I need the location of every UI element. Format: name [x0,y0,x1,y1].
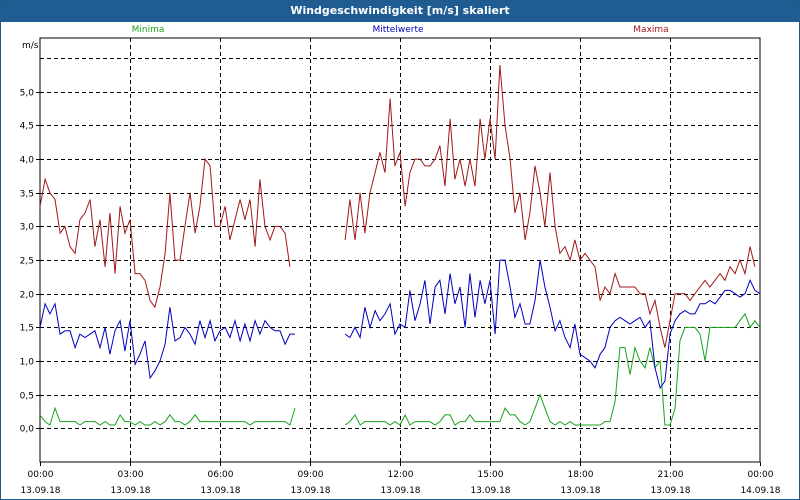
x-tick-date: 13.09.18 [290,486,330,496]
x-tick-date: 13.09.18 [380,486,420,496]
window-title: Windgeschwindigkeit [m/s] skaliert [1,1,799,22]
y-tick-label: 3,0 [20,223,35,233]
x-tick-time: 03:00 [118,470,144,480]
legend-entry-minima: Minima [132,25,165,35]
x-tick-time: 12:00 [388,470,414,480]
x-tick-date: 13.09.18 [110,486,150,496]
y-tick-label: 0,0 [20,425,35,435]
x-axis-ticks: 00:00 13.09.18 03:00 13.09.18 06:00 13.09.18 0… [20,462,781,496]
y-axis-ticks: 0,0 0,5 1,0 1,5 2,0 2,5 3,0 3,5 4,0 4,5 5,0 [20,89,40,435]
x-tick-time: 09:00 [298,470,324,480]
x-tick-time: 15:00 [478,470,504,480]
series-line-minima [39,406,296,426]
x-tick-time: 00:00 [28,470,54,480]
y-tick-label: 4,0 [20,156,35,166]
series-line-mittelwerte [344,259,761,390]
y-tick-label: 3,5 [20,190,34,200]
series-line-maxima [344,64,756,348]
legend-entry-maxima: Maxima [633,25,668,35]
y-tick-label: 1,0 [20,358,35,368]
legend: Minima Mittelwerte Maxima [132,25,669,35]
y-axis-label: m/s [22,41,39,51]
series-line-maxima [39,157,291,309]
legend-entry-mittelwerte: Mittelwerte [372,25,423,35]
y-tick-label: 5,0 [20,89,35,99]
x-tick-date: 13.09.18 [650,486,690,496]
x-tick-date: 13.09.18 [470,486,510,496]
x-tick-date: 13.09.18 [20,486,60,496]
x-tick-date: 13.09.18 [560,486,600,496]
y-tick-label: 4,5 [20,122,34,132]
series-lines [39,64,761,426]
x-tick-time: 21:00 [658,470,684,480]
x-tick-time: 06:00 [208,470,234,480]
x-tick-date: 14.09.18 [740,486,780,496]
series-line-minima [344,312,761,426]
grid-lines [40,38,760,462]
y-tick-label: 0,5 [20,392,34,402]
y-tick-label: 2,0 [20,291,35,301]
y-tick-label: 2,5 [20,257,34,267]
x-tick-time: 00:00 [748,470,774,480]
x-tick-time: 18:00 [568,470,594,480]
series-line-mittelwerte [39,302,295,380]
y-tick-label: 1,5 [20,324,34,334]
x-tick-date: 13.09.18 [200,486,240,496]
